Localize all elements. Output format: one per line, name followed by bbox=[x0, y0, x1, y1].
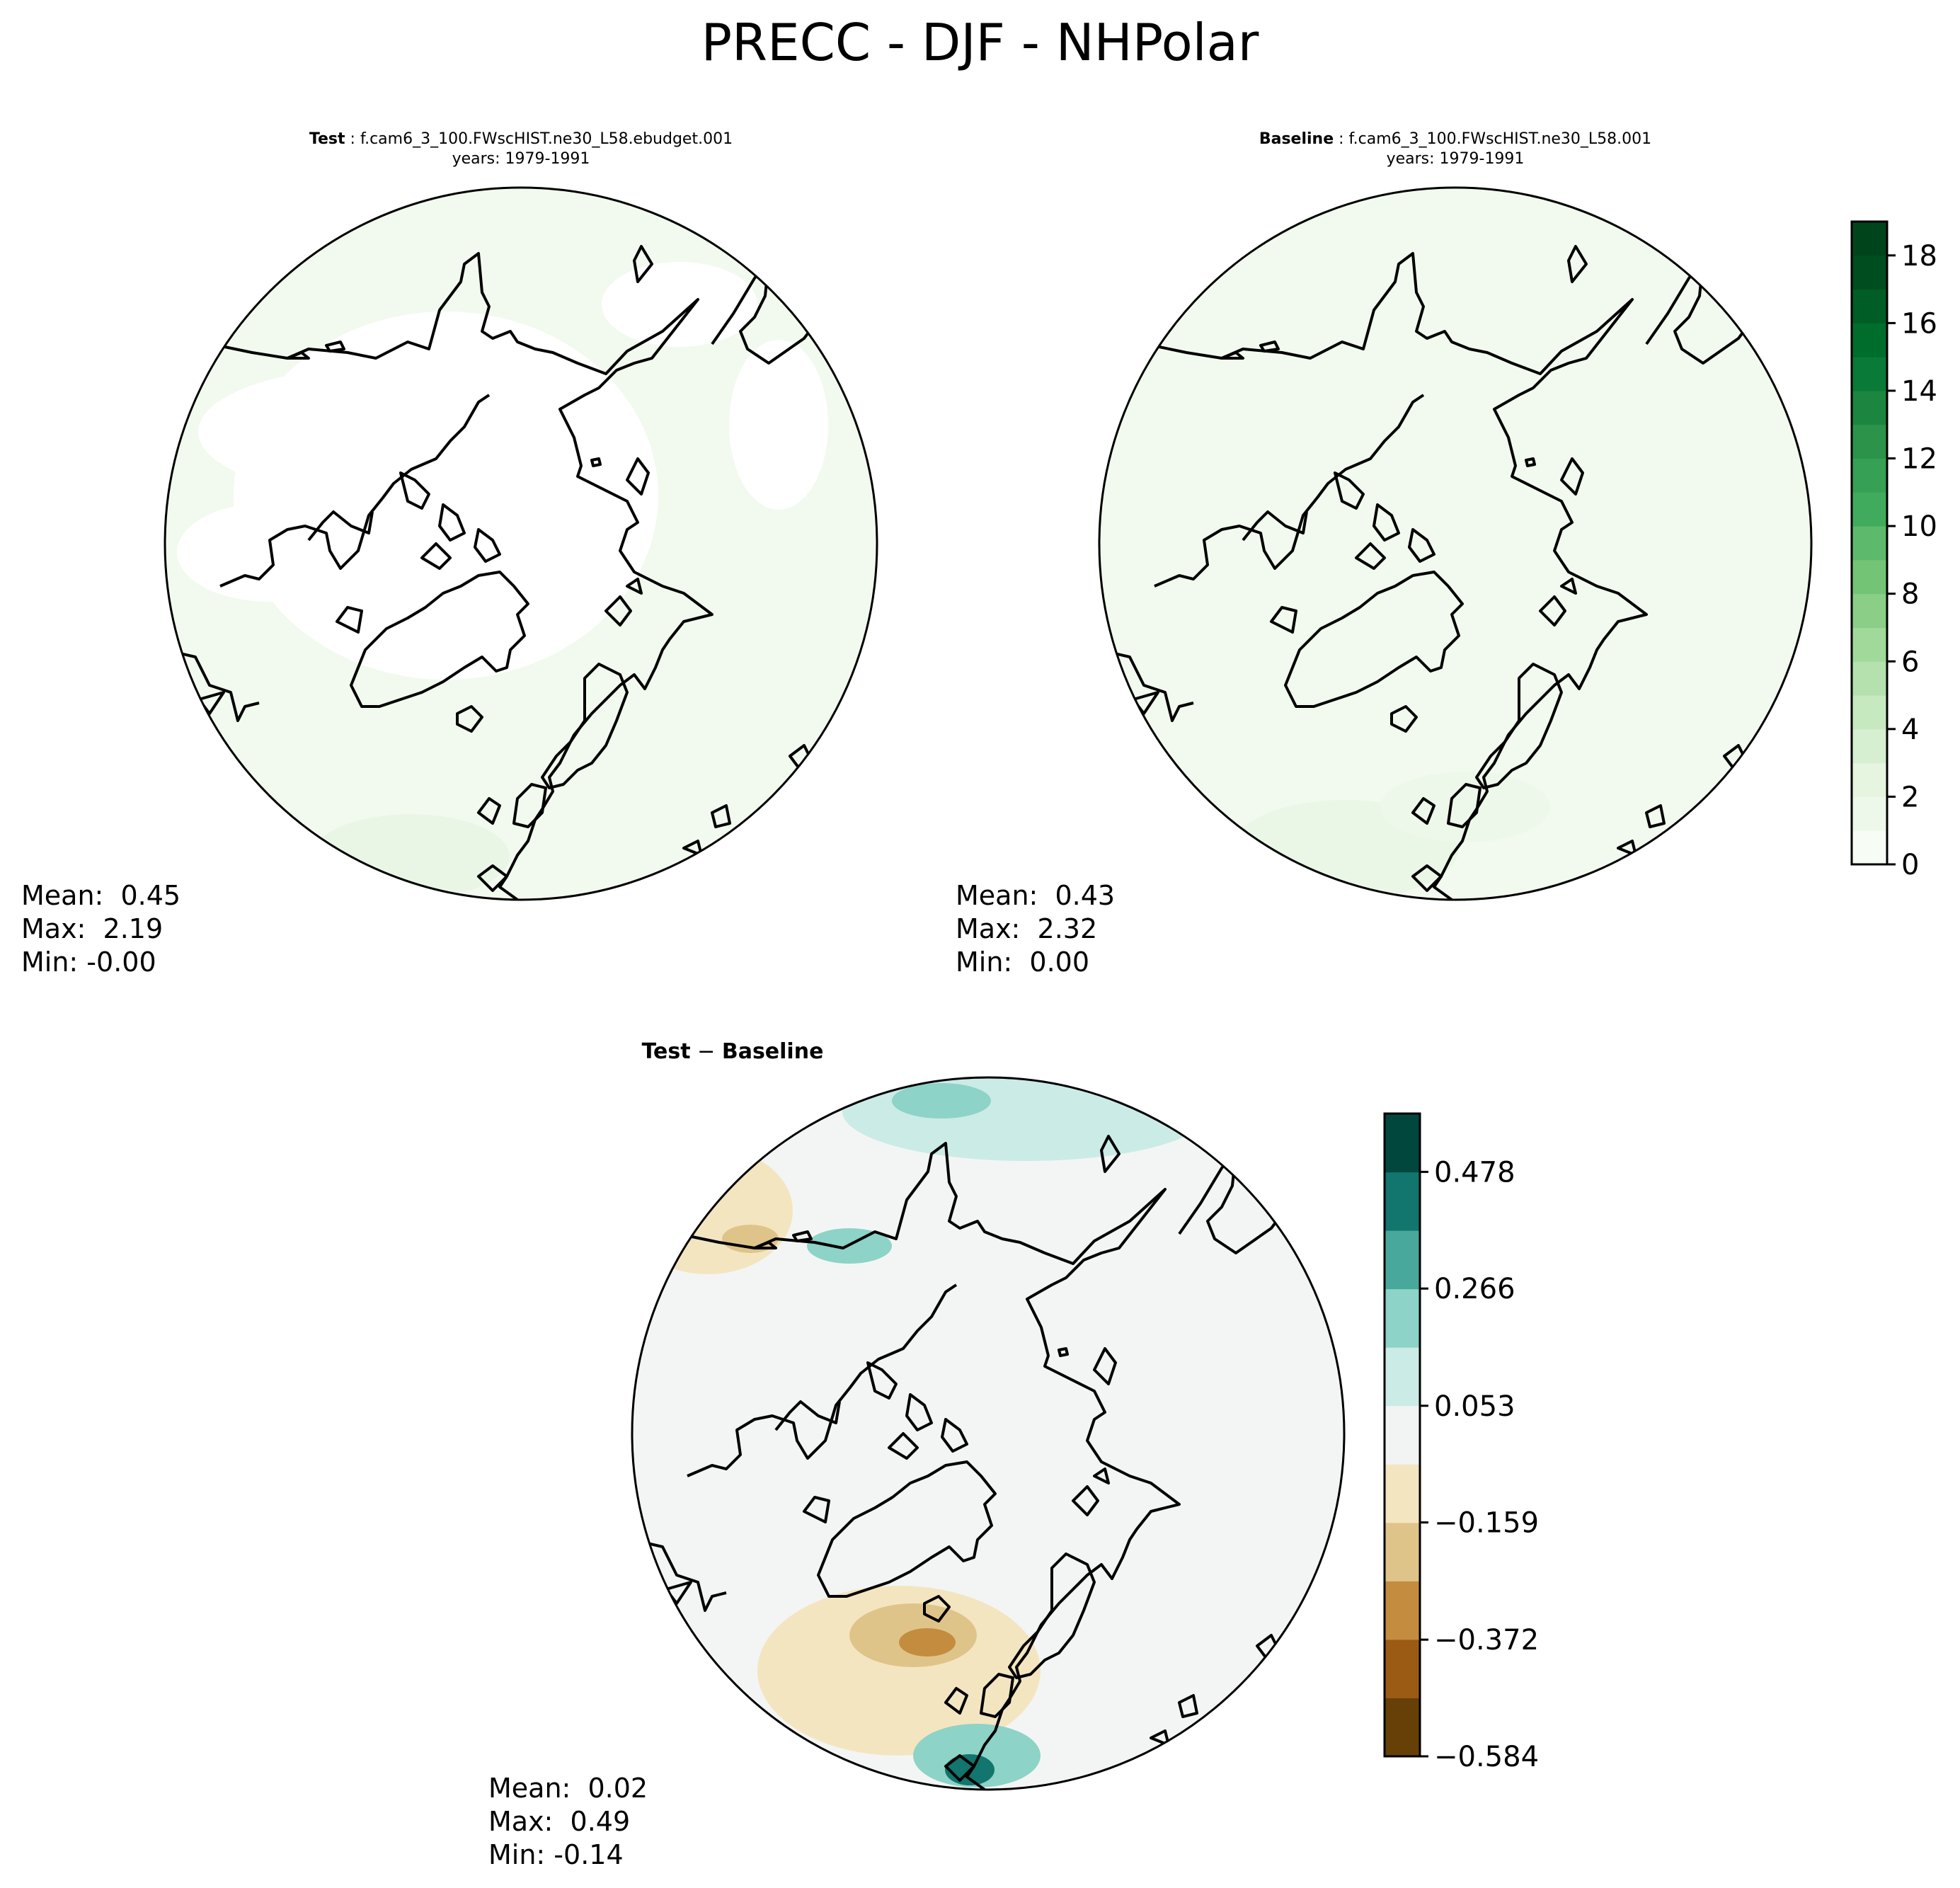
main-cbar-swatch bbox=[1852, 357, 1887, 391]
diff-cbar-swatch bbox=[1385, 1522, 1420, 1581]
main-cbar-swatch bbox=[1852, 458, 1887, 493]
figure-title: PRECC - DJF - NHPolar bbox=[701, 13, 1259, 72]
diff-cbar-swatch bbox=[1385, 1405, 1420, 1465]
diff-cbar-swatch bbox=[1385, 1639, 1420, 1698]
diff-label-baseline: Baseline bbox=[721, 1039, 824, 1064]
baseline-case-name: f.cam6_3_100.FWscHIST.ne30_L58.001 bbox=[1348, 130, 1652, 148]
main-cbar-swatch bbox=[1852, 289, 1887, 324]
test-min: Min: -0.00 bbox=[21, 946, 156, 978]
main-cbar-tick-label: 4 bbox=[1901, 714, 1919, 746]
main-cbar-swatch bbox=[1852, 830, 1887, 865]
baseline-min: Min: 0.00 bbox=[956, 946, 1089, 978]
diff-cbar-tick-label: −0.584 bbox=[1434, 1741, 1539, 1773]
main-cbar-tick-label: 2 bbox=[1901, 781, 1919, 813]
main-cbar-swatch bbox=[1852, 424, 1887, 459]
test-map bbox=[164, 186, 878, 901]
main-cbar-swatch bbox=[1852, 492, 1887, 527]
diff-cbar-tick-label: 0.478 bbox=[1434, 1156, 1515, 1189]
diff-cbar-swatch bbox=[1385, 1114, 1420, 1173]
baseline-label: Baseline bbox=[1259, 130, 1334, 148]
diff-cbar-tick-label: 0.266 bbox=[1434, 1273, 1515, 1305]
test-stats: Mean: 0.45 Max: 2.19 Min: -0.00 bbox=[21, 879, 180, 979]
main-cbar-swatch bbox=[1852, 695, 1887, 730]
diff-panel-title: Test − Baseline bbox=[580, 1039, 885, 1064]
diff-cbar-swatch bbox=[1385, 1347, 1420, 1407]
test-case-name: f.cam6_3_100.FWscHIST.ne30_L58.ebudget.0… bbox=[360, 130, 733, 148]
diff-cbar-tick-label: −0.159 bbox=[1434, 1507, 1539, 1540]
main-cbar-swatch bbox=[1852, 559, 1887, 595]
main-cbar-tick-label: 18 bbox=[1901, 240, 1937, 273]
main-cbar-tick-label: 0 bbox=[1901, 849, 1919, 881]
diff-cbar-swatch bbox=[1385, 1288, 1420, 1348]
main-cbar-tick-label: 10 bbox=[1901, 510, 1937, 543]
main-cbar-swatch bbox=[1852, 661, 1887, 696]
diff-cbar-tick-label: −0.372 bbox=[1434, 1624, 1539, 1657]
main-cbar-tick-label: 16 bbox=[1901, 307, 1937, 340]
diff-cbar-swatch bbox=[1385, 1581, 1420, 1640]
main-cbar-swatch bbox=[1852, 526, 1887, 561]
main-cbar-swatch bbox=[1852, 627, 1887, 662]
diff-min: Min: -0.14 bbox=[488, 1839, 624, 1870]
test-years: years: 1979-1991 bbox=[452, 150, 590, 168]
diff-cbar-swatch bbox=[1385, 1172, 1420, 1231]
main-cbar-tick-label: 8 bbox=[1901, 578, 1919, 611]
main-cbar-swatch bbox=[1852, 593, 1887, 628]
main-cbar-swatch bbox=[1852, 728, 1887, 764]
main-cbar-tick-label: 12 bbox=[1901, 443, 1937, 476]
baseline-max: Max: 2.32 bbox=[956, 913, 1098, 944]
main-cbar-swatch bbox=[1852, 255, 1887, 290]
main-cbar-swatch bbox=[1852, 323, 1887, 357]
diff-cbar-swatch bbox=[1385, 1698, 1420, 1757]
main-cbar-swatch bbox=[1852, 762, 1887, 797]
main-cbar-tick-label: 14 bbox=[1901, 375, 1937, 408]
diff-cbar-frame bbox=[1383, 1112, 1421, 1758]
baseline-years: years: 1979-1991 bbox=[1386, 150, 1525, 168]
colorbar-main: 0 2 4 6 8 10 12 14 16 18 bbox=[1850, 220, 1937, 881]
test-panel-title: Test : f.cam6_3_100.FWscHIST.ne30_L58.eb… bbox=[238, 130, 804, 169]
diff-cbar-swatch bbox=[1385, 1464, 1420, 1523]
main-cbar-frame bbox=[1850, 220, 1889, 866]
test-mean: Mean: 0.45 bbox=[21, 880, 181, 911]
baseline-panel-title: Baseline : f.cam6_3_100.FWscHIST.ne30_L5… bbox=[1172, 130, 1738, 169]
test-max: Max: 2.19 bbox=[21, 913, 164, 944]
colorbar-diff: 0.478 0.266 0.053 −0.159 −0.372 −0.584 bbox=[1383, 1112, 1539, 1773]
main-cbar-swatch bbox=[1852, 796, 1887, 831]
baseline-mean: Mean: 0.43 bbox=[956, 880, 1116, 911]
diff-label-separator: − bbox=[690, 1039, 722, 1064]
main-cbar-tick-label: 6 bbox=[1901, 646, 1919, 678]
diff-max: Max: 0.49 bbox=[488, 1806, 631, 1837]
diff-map bbox=[631, 1076, 1346, 1791]
baseline-map bbox=[1098, 186, 1813, 901]
diff-cbar-swatch bbox=[1385, 1230, 1420, 1290]
diff-stats: Mean: 0.02 Max: 0.49 Min: -0.14 bbox=[488, 1772, 648, 1872]
baseline-stats: Mean: 0.43 Max: 2.32 Min: 0.00 bbox=[956, 879, 1115, 979]
main-cbar-swatch bbox=[1852, 222, 1887, 256]
diff-label-test: Test bbox=[641, 1039, 691, 1064]
main-cbar-swatch bbox=[1852, 390, 1887, 425]
test-label: Test bbox=[309, 130, 345, 148]
diff-mean: Mean: 0.02 bbox=[488, 1773, 648, 1804]
diff-cbar-tick-label: 0.053 bbox=[1434, 1390, 1515, 1423]
